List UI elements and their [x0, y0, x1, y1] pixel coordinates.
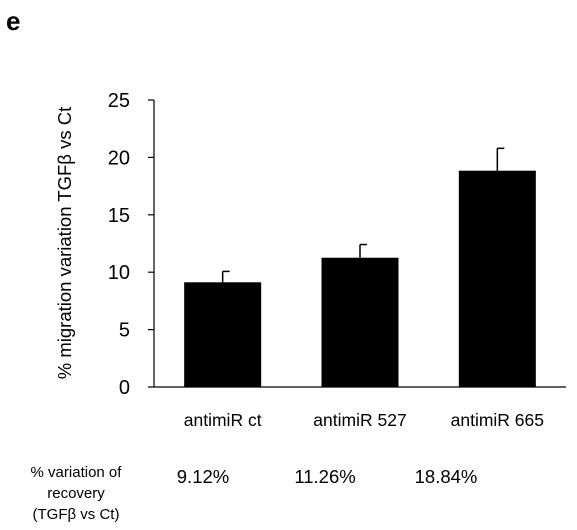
recovery-value-antimir-665: 18.84% — [414, 466, 478, 487]
bar-antimir-665 — [458, 170, 536, 387]
y-tick-label: 10 — [108, 262, 130, 284]
bar-antimir-527 — [321, 257, 399, 387]
row-title-line: (TGFβ vs Ct) — [32, 506, 120, 523]
row-title-line: % variation of — [30, 464, 122, 481]
y-tick-label: 0 — [119, 377, 130, 399]
y-tick-label: 20 — [108, 147, 130, 169]
x-category-label: antimiR 665 — [451, 410, 544, 430]
x-category-label: antimiR 527 — [313, 410, 406, 430]
recovery-value-antimir-ct: 9.12% — [176, 466, 230, 487]
y-tick-label: 25 — [108, 90, 130, 112]
panel-label: e — [6, 6, 21, 36]
x-labels-group: antimiR ct antimiR 527 antimiR 665 — [184, 410, 544, 430]
y-ticks-group: 0 5 10 15 20 25 — [108, 90, 154, 399]
bar-antimir-ct — [184, 282, 262, 387]
row-title-line: recovery — [47, 485, 105, 502]
recovery-row-title: % variation of recovery (TGFβ vs Ct) — [4, 462, 148, 525]
y-axis-label: % migration variation TGFβ vs Ct — [54, 107, 75, 379]
y-tick-label: 15 — [108, 205, 130, 227]
bars-group — [184, 170, 536, 387]
y-tick-label: 5 — [119, 320, 130, 342]
recovery-value-antimir-527: 11.26% — [294, 466, 356, 487]
x-category-label: antimiR ct — [184, 410, 262, 430]
error-bars-group — [221, 147, 505, 283]
